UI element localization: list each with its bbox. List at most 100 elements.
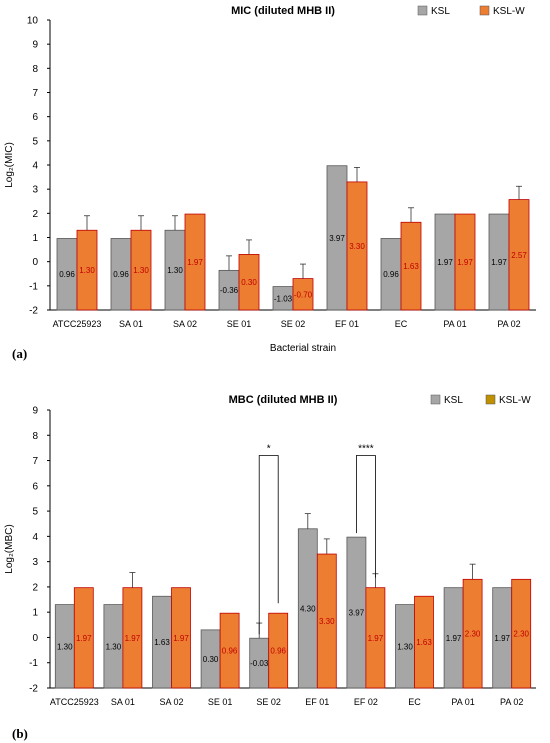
- data-label-ksl: 3.97: [329, 234, 345, 243]
- legend-swatch-ksl: [417, 5, 428, 16]
- x-category-label: SE 01: [227, 319, 252, 329]
- data-label-ksl-w: 0.30: [241, 278, 257, 287]
- chart-title: MIC (diluted MHB II): [231, 5, 335, 17]
- y-tick-label: 1: [32, 608, 38, 619]
- data-label-ksl-w: 2.30: [465, 630, 481, 639]
- chart-panel-mbc: 9 8 7 6 5 4 3 2 1 0 -1 -2 MBC (diluted MHB II) Log₂(M…: [4, 394, 536, 741]
- y-tick-label: 10: [27, 16, 39, 27]
- data-label-ksl-w: 1.97: [187, 258, 203, 267]
- significance-marker: ****: [358, 443, 374, 454]
- data-label-ksl: 0.96: [59, 270, 75, 279]
- x-axis-label: Bacterial strain: [270, 343, 336, 354]
- x-category-label: EF 02: [354, 697, 378, 707]
- data-label-ksl: 1.63: [154, 638, 170, 647]
- x-category-label: SA 01: [111, 697, 135, 707]
- data-label-ksl-w: 3.30: [349, 242, 365, 251]
- y-tick-label: 5: [32, 136, 38, 147]
- data-label-ksl-w: 2.30: [513, 630, 529, 639]
- y-tick-label: 3: [32, 185, 38, 196]
- y-tick-label: 4: [32, 161, 38, 172]
- data-label-ksl: 3.97: [349, 609, 365, 618]
- data-label-ksl-w: 1.30: [133, 266, 149, 275]
- bar-ksl-w: [219, 612, 240, 689]
- x-category-label: PA 01: [443, 319, 466, 329]
- legend-swatch-ksl-w: [485, 394, 496, 405]
- y-tick-label: -2: [29, 684, 38, 695]
- chart-title: MBC (diluted MHB II): [229, 394, 338, 406]
- x-category-label: EF 01: [305, 697, 329, 707]
- x-category-label: EC: [408, 697, 421, 707]
- x-category-label: ATCC25923: [53, 319, 102, 329]
- data-label-ksl: 1.97: [491, 258, 507, 267]
- bar-ksl-w: [414, 595, 434, 689]
- y-tick-label: 7: [32, 88, 38, 99]
- data-label-ksl-w: -0.70: [294, 290, 313, 299]
- x-category-label: SE 02: [256, 697, 281, 707]
- x-category-label: SE 02: [281, 319, 306, 329]
- y-tick-label: 2: [32, 209, 38, 220]
- data-label-ksl-w: 3.30: [319, 617, 335, 626]
- data-label-ksl-w: 2.57: [511, 251, 527, 260]
- y-tick-label: 8: [32, 64, 38, 75]
- data-label-ksl: 1.30: [397, 642, 413, 651]
- y-tick-label: 7: [32, 456, 38, 467]
- data-label-ksl: 0.30: [203, 655, 219, 664]
- legend: KSL KSL-W: [417, 5, 525, 17]
- data-label-ksl: 1.97: [494, 634, 510, 643]
- data-label-ksl-w: 1.30: [79, 266, 95, 275]
- legend-label-ksl-w: KSL-W: [493, 6, 525, 17]
- data-label-ksl-w: 1.97: [76, 634, 92, 643]
- y-tick-label: 8: [32, 431, 38, 442]
- x-category-label: SE 01: [208, 697, 233, 707]
- bar-ksl-w: [171, 587, 191, 689]
- x-category-label: SA 01: [119, 319, 143, 329]
- data-label-ksl: -0.03: [250, 659, 269, 668]
- data-label-ksl: 4.30: [300, 604, 316, 613]
- data-label-ksl-w: 1.63: [403, 262, 419, 271]
- bar-ksl-w: [184, 213, 206, 311]
- legend-label-ksl-w: KSL-W: [499, 395, 531, 406]
- y-tick-label: 9: [32, 40, 38, 51]
- y-tick-label: 9: [32, 406, 38, 417]
- x-category-label: ATCC25923: [50, 697, 99, 707]
- x-category-label: EC: [395, 319, 408, 329]
- y-tick-label: 6: [32, 481, 38, 492]
- data-label-ksl-w: 0.96: [222, 647, 238, 656]
- x-category-label: PA 02: [500, 697, 523, 707]
- y-tick-label: -1: [29, 658, 38, 669]
- bar-ksl-w: [73, 587, 94, 689]
- x-category-label: SA 02: [159, 697, 183, 707]
- legend-label-ksl: KSL: [431, 6, 450, 17]
- data-label-ksl: -1.03: [274, 294, 293, 303]
- legend-label-ksl: KSL: [444, 395, 463, 406]
- y-axis-label: Log₂(MBC): [4, 524, 15, 573]
- y-tick-label: 2: [32, 582, 38, 593]
- data-label-ksl: -0.36: [220, 286, 239, 295]
- data-label-ksl-w: 1.97: [368, 634, 384, 643]
- legend-swatch-ksl: [430, 394, 441, 405]
- legend-swatch-ksl-w: [479, 5, 490, 16]
- significance-bracket: [356, 455, 376, 578]
- data-label-ksl-w: 1.97: [173, 634, 189, 643]
- y-tick-label: 6: [32, 112, 38, 123]
- panel-label: (b): [12, 726, 28, 741]
- y-tick-label: 4: [32, 532, 38, 543]
- y-tick-label: 1: [32, 233, 38, 244]
- data-label-ksl-w: 1.97: [457, 258, 473, 267]
- legend: KSL KSL-W: [430, 394, 531, 406]
- x-category-label: PA 02: [497, 319, 520, 329]
- data-label-ksl-w: 1.97: [125, 634, 141, 643]
- significance-marker: *: [267, 443, 271, 454]
- x-category-label: EF 01: [335, 319, 359, 329]
- data-label-ksl: 1.30: [57, 642, 73, 651]
- data-label-ksl: 1.97: [446, 634, 462, 643]
- y-tick-label: 0: [32, 257, 38, 268]
- data-label-ksl-w: 0.96: [270, 647, 286, 656]
- data-label-ksl: 0.96: [383, 270, 399, 279]
- data-label-ksl: 1.30: [167, 266, 183, 275]
- y-tick-label: 0: [32, 633, 38, 644]
- significance-bracket: [258, 455, 279, 635]
- x-category-label: SA 02: [173, 319, 197, 329]
